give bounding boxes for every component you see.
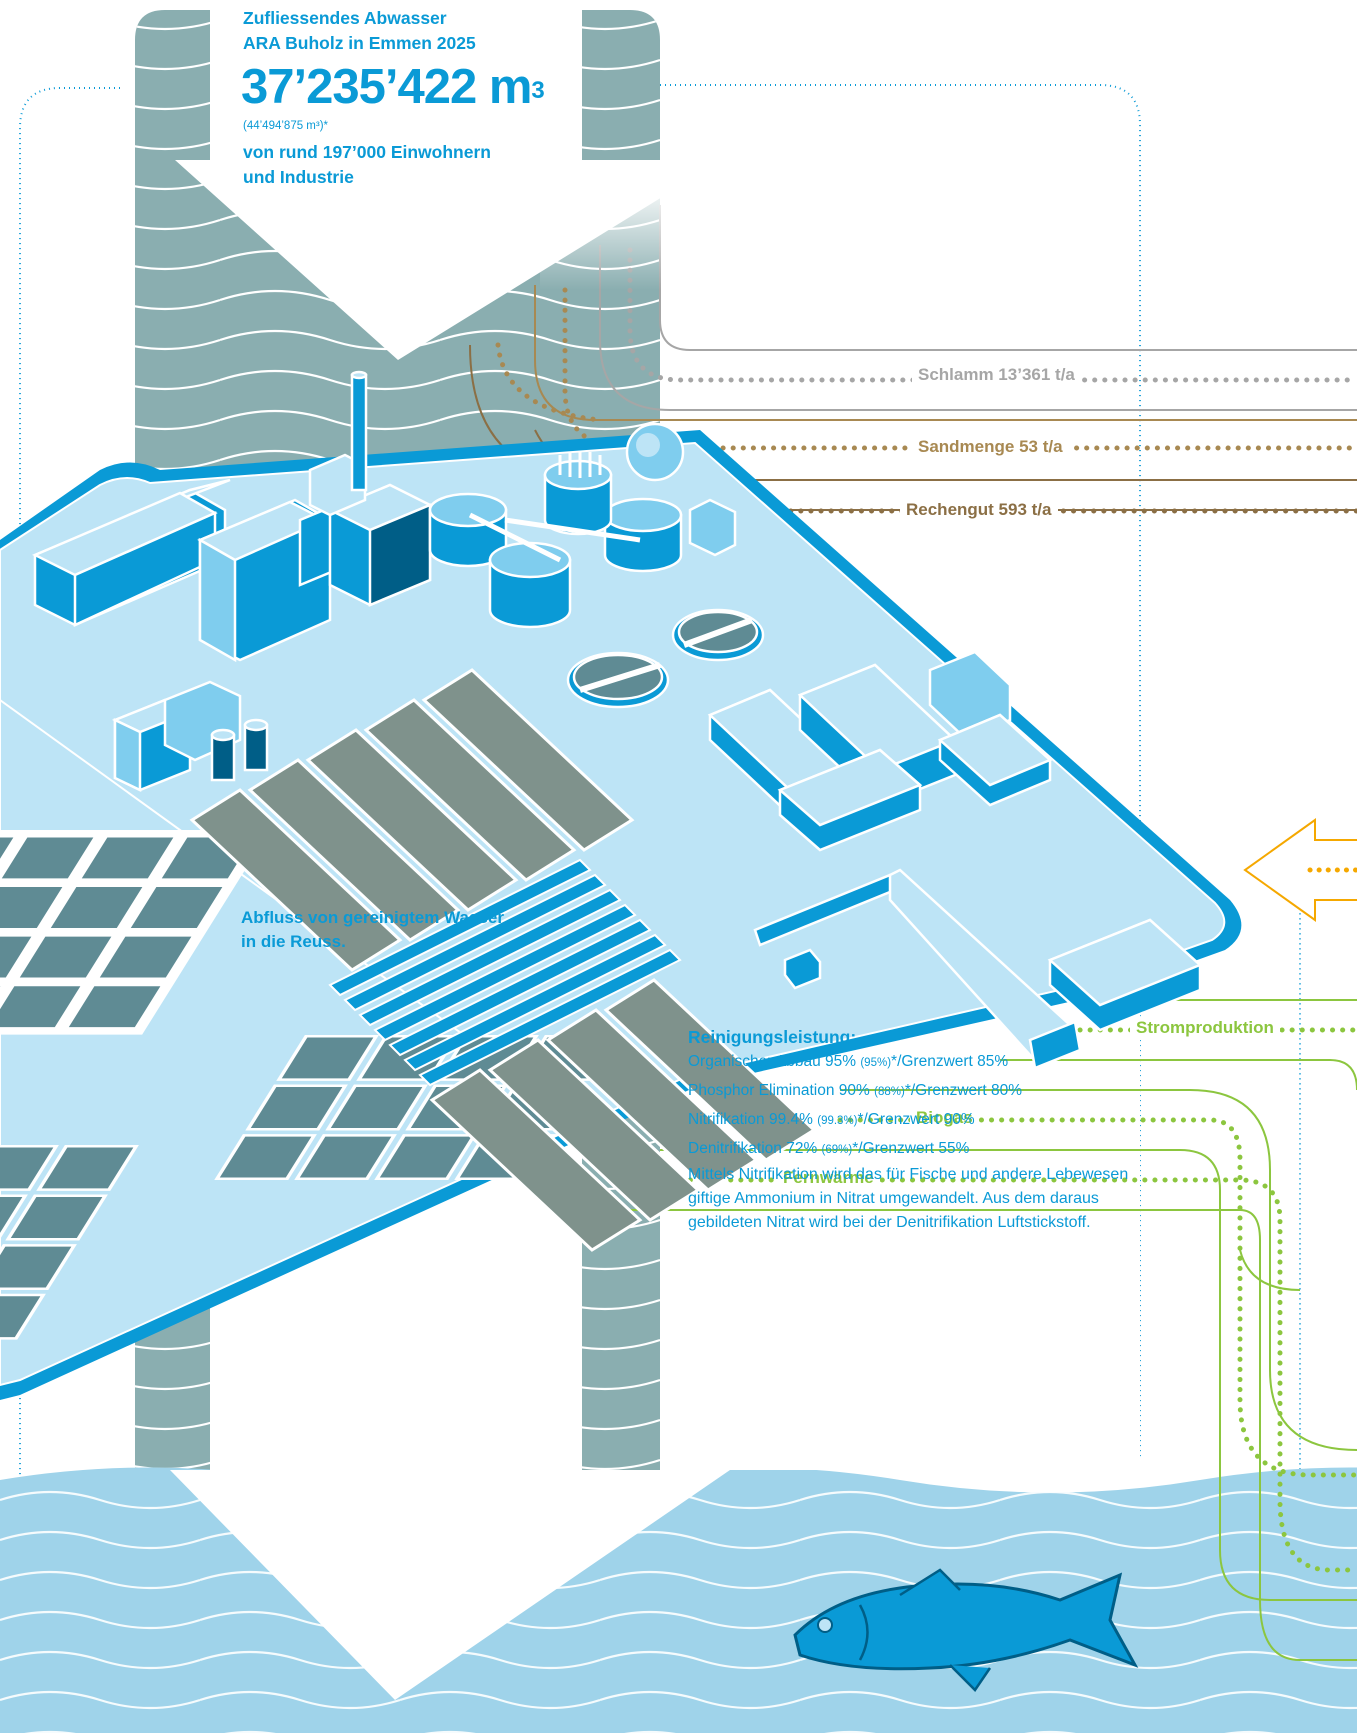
fernwaerme-label: Fernwärme <box>777 1168 880 1188</box>
basins-lower <box>429 978 817 1252</box>
sandmenge-label: Sandmenge 53 t/a <box>912 437 1069 457</box>
performance-row: Phosphor Elimination 90% (88%)*/Grenzwer… <box>688 1082 1022 1099</box>
round-tanks <box>428 422 737 629</box>
inflow-arrow <box>175 0 722 360</box>
rechengut-label: Rechengut 593 t/a <box>900 500 1058 520</box>
schlamm-line <box>659 205 1357 351</box>
plant-platform <box>0 370 1242 1400</box>
performance-row: Nitrifikation 99.4% (99.3%)*/Grenzwert 9… <box>688 1111 975 1128</box>
stromproduktion-label: Stromproduktion <box>1130 1018 1280 1038</box>
inflow-title: Zufliessendes Abwasser ARA Buholz in Emm… <box>243 8 476 53</box>
heat-arrow <box>1243 818 1357 922</box>
nitrification-note: Mittels Nitrifikation wird das für Fisch… <box>688 1166 1129 1231</box>
basins-striped <box>328 858 682 1087</box>
inflow-volume: 37’235’422 m3 <box>241 60 545 114</box>
inflow-previous-year: (44’494’875 m³)* <box>243 120 329 132</box>
biogas-label: Biogas <box>910 1108 979 1128</box>
energy-line-fernwaerme <box>657 1177 1357 1573</box>
basins-upper <box>189 668 635 972</box>
outflow-label: Abfluss von gereinigtem Wasser in die Re… <box>241 908 504 951</box>
performance-row: Denitrifikation 72% (69%)*/Grenzwert 55% <box>688 1140 970 1157</box>
building-main <box>197 370 434 663</box>
energy-line-biogas <box>840 1089 1357 1451</box>
performance-panel: Reinigungsleistung: Organischer Abbau 95… <box>688 1026 1022 1164</box>
inflow-population: von rund 197’000 Einwohnern und Industri… <box>243 142 491 187</box>
performance-row: Organischer Abbau 95% (95%)*/Grenzwert 8… <box>688 1053 1009 1070</box>
building-hall <box>32 478 231 627</box>
buildings-right <box>707 650 1203 1070</box>
fish-illustration <box>793 1568 1139 1692</box>
schlamm-label: Schlamm 13’361 t/a <box>912 365 1081 385</box>
performance-heading: Reinigungsleistung: <box>688 1027 857 1047</box>
sand-line <box>534 285 1357 421</box>
